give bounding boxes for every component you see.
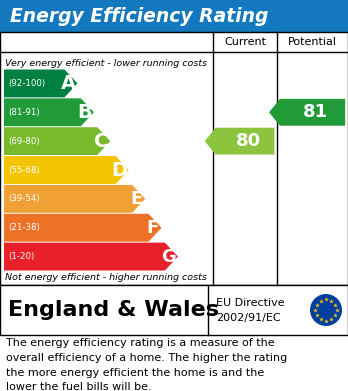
Text: (92-100): (92-100) [8, 79, 45, 88]
Text: C: C [94, 132, 108, 151]
Text: A: A [61, 74, 76, 93]
Text: 80: 80 [235, 132, 261, 150]
Bar [0, 0, 348, 32]
Polygon shape [4, 156, 129, 184]
Bar [0, 32, 348, 285]
Text: Not energy efficient - higher running costs: Not energy efficient - higher running co… [5, 273, 207, 282]
Text: The energy efficiency rating is a measure of the
overall efficiency of a home. T: The energy efficiency rating is a measur… [6, 338, 287, 391]
Text: England & Wales: England & Wales [8, 300, 219, 320]
Text: (81-91): (81-91) [8, 108, 40, 117]
Text: E: E [130, 190, 142, 208]
Text: 81: 81 [303, 103, 328, 121]
Polygon shape [4, 214, 161, 242]
Text: (55-68): (55-68) [8, 165, 40, 174]
Circle shape [310, 294, 342, 326]
Polygon shape [205, 128, 275, 154]
Text: B: B [77, 103, 92, 122]
Text: Very energy efficient - lower running costs: Very energy efficient - lower running co… [5, 59, 207, 68]
Text: Energy Efficiency Rating: Energy Efficiency Rating [10, 7, 268, 25]
Bar [0, 285, 348, 335]
Polygon shape [4, 185, 145, 213]
Polygon shape [4, 243, 178, 271]
Text: (39-54): (39-54) [8, 194, 40, 203]
Text: G: G [161, 248, 176, 265]
Text: (1-20): (1-20) [8, 252, 34, 261]
Text: Potential: Potential [288, 37, 337, 47]
Text: F: F [146, 219, 159, 237]
Polygon shape [269, 99, 345, 126]
Text: EU Directive: EU Directive [216, 298, 285, 307]
Text: (21-38): (21-38) [8, 223, 40, 232]
Polygon shape [4, 127, 110, 155]
Polygon shape [4, 70, 78, 97]
Polygon shape [4, 99, 94, 126]
Text: D: D [112, 160, 128, 179]
Text: 2002/91/EC: 2002/91/EC [216, 312, 280, 323]
Text: (69-80): (69-80) [8, 136, 40, 145]
Text: Current: Current [224, 37, 266, 47]
